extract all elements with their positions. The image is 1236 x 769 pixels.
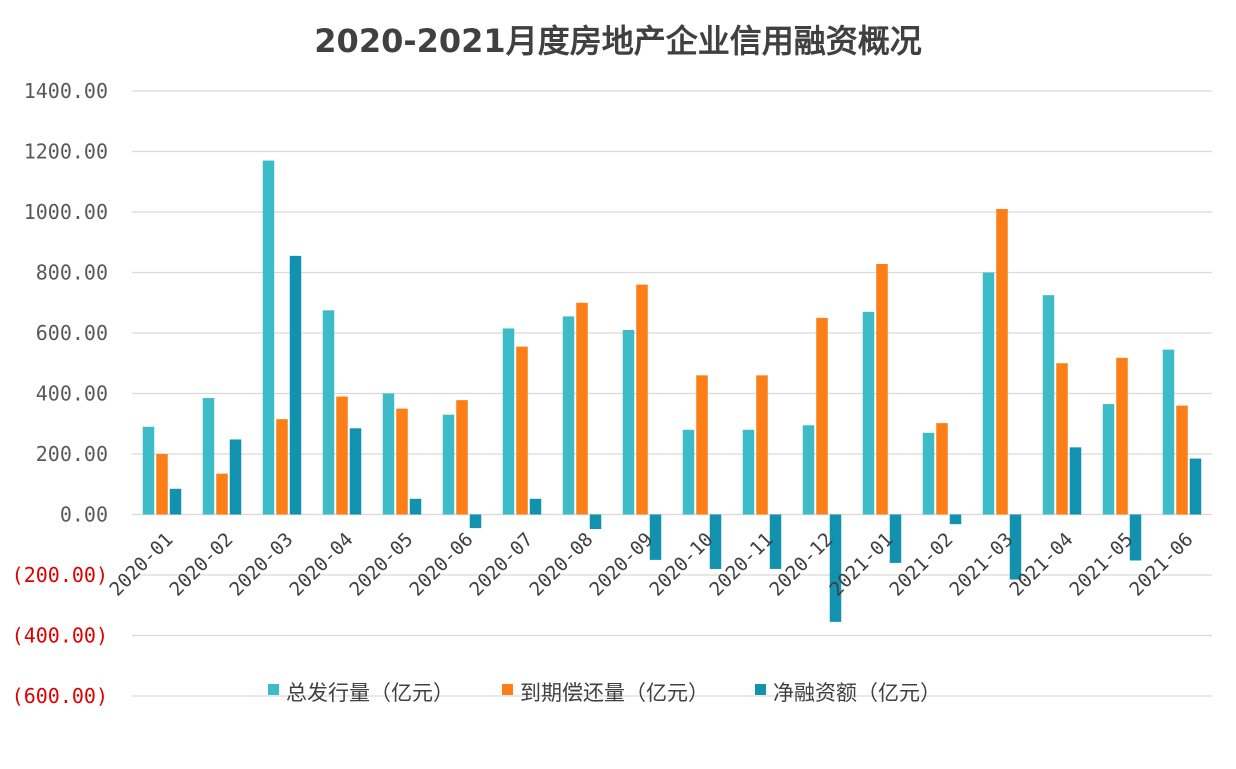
bar-series-3-2020-07	[529, 498, 542, 515]
x-tick-label: 2020-03	[225, 528, 297, 600]
y-tick-label: (200.00)	[12, 563, 108, 587]
bar-series-2-2021-01	[876, 264, 888, 515]
bar-series-2-2020-07	[516, 346, 528, 515]
y-tick-label: 0.00	[60, 503, 108, 527]
bar-series-3-2021-02	[949, 514, 962, 525]
bar-series-1-2021-06	[1162, 349, 1175, 515]
bar-series-3-2020-12	[829, 514, 842, 622]
bar-series-1-2020-12	[802, 425, 815, 515]
x-tick-label: 2020-07	[465, 528, 537, 600]
y-tick-label: (600.00)	[12, 684, 108, 708]
bar-series-1-2020-09	[622, 329, 635, 515]
legend-swatch	[755, 684, 766, 695]
x-tick-label: 2020-04	[285, 528, 357, 600]
y-axis-ticks: 1400.00 1200.00 1000.00 800.00 600.00 400.00 2…	[12, 79, 108, 708]
bar-series-3-2020-05	[409, 498, 422, 515]
bar-series-2-2020-12	[816, 317, 828, 515]
chart-title: 2020-2021月度房地产企业信用融资概况	[314, 22, 921, 60]
bar-series-1-2020-10	[682, 429, 695, 515]
bar-series-2-2020-08	[576, 302, 588, 515]
y-tick-label: 400.00	[36, 382, 108, 406]
bar-series-3-2020-10	[709, 514, 722, 569]
legend: 总发行量（亿元） 到期偿还量（亿元） 净融资额（亿元）	[268, 681, 941, 705]
bar-series-1-2020-07	[502, 328, 515, 515]
bar-series-2-2021-05	[1116, 357, 1128, 515]
bar-series-1-2021-01	[862, 311, 875, 515]
y-tick-label: (400.00)	[12, 624, 108, 648]
y-tick-label: 1000.00	[24, 200, 108, 224]
bar-series-2-2021-04	[1056, 363, 1068, 515]
gridlines	[132, 90, 1212, 697]
bar-series-1-2021-02	[922, 432, 935, 515]
bar-series-3-2020-02	[229, 439, 242, 515]
bar-series-3-2021-01	[889, 514, 902, 563]
bar-series-2-2020-02	[216, 473, 228, 515]
legend-label: 总发行量（亿元）	[286, 681, 454, 705]
x-tick-label: 2021-05	[1065, 528, 1137, 600]
bar-series-2-2020-06	[456, 400, 468, 515]
y-tick-label: 800.00	[36, 261, 108, 285]
bar-series-1-2020-08	[562, 316, 575, 515]
bar-series-3-2021-04	[1069, 447, 1082, 515]
bar-series-3-2020-08	[589, 514, 602, 530]
x-tick-label: 2020-06	[405, 528, 477, 600]
bar-series-2-2021-02	[936, 423, 948, 515]
bar-series-2-2021-06	[1176, 405, 1188, 515]
x-tick-label: 2020-08	[525, 528, 597, 600]
bars	[142, 160, 1202, 622]
x-tick-label: 2020-09	[585, 528, 657, 600]
legend-label: 净融资额（亿元）	[773, 681, 941, 705]
x-tick-label: 2020-05	[345, 528, 417, 600]
legend-swatch	[268, 684, 279, 695]
bar-series-1-2020-05	[382, 393, 395, 515]
bar-series-3-2020-09	[649, 514, 662, 560]
bar-series-3-2020-06	[469, 514, 482, 529]
legend-label: 到期偿还量（亿元）	[520, 681, 709, 705]
bar-series-1-2021-04	[1042, 295, 1055, 515]
legend-swatch	[502, 684, 513, 695]
bar-series-3-2020-11	[769, 514, 782, 569]
bar-series-3-2020-03	[289, 255, 302, 515]
bar-series-2-2020-05	[396, 408, 408, 515]
bar-series-1-2020-06	[442, 414, 455, 515]
x-tick-label: 2021-03	[945, 528, 1017, 600]
bar-series-3-2021-06	[1189, 458, 1202, 515]
bar-series-1-2020-03	[262, 160, 275, 515]
bar-series-2-2020-10	[696, 375, 708, 515]
bar-series-1-2020-02	[202, 398, 215, 515]
bar-series-2-2020-03	[276, 419, 288, 515]
bar-series-1-2021-03	[982, 272, 995, 515]
bar-series-3-2020-04	[349, 428, 362, 515]
bar-series-1-2020-04	[322, 310, 335, 515]
bar-series-2-2021-03	[996, 208, 1008, 515]
bar-series-3-2021-05	[1129, 514, 1142, 561]
bar-series-2-2020-04	[336, 396, 348, 515]
bar-series-1-2020-11	[742, 429, 755, 515]
bar-series-2-2020-01	[156, 454, 168, 515]
y-tick-label: 200.00	[36, 442, 108, 466]
bar-series-1-2021-05	[1102, 404, 1115, 515]
x-tick-label: 2020-02	[165, 528, 237, 600]
y-tick-label: 1200.00	[24, 140, 108, 164]
bar-series-3-2021-03	[1009, 514, 1022, 580]
bar-series-2-2020-09	[636, 284, 648, 515]
x-axis-ticks: 2020-012020-022020-032020-042020-052020-…	[105, 528, 1197, 600]
y-tick-label: 600.00	[36, 321, 108, 345]
y-tick-label: 1400.00	[24, 79, 108, 103]
bar-series-1-2020-01	[142, 426, 155, 515]
x-tick-label: 2020-01	[105, 528, 177, 600]
bar-series-3-2020-01	[169, 488, 182, 515]
bar-series-2-2020-11	[756, 375, 768, 515]
